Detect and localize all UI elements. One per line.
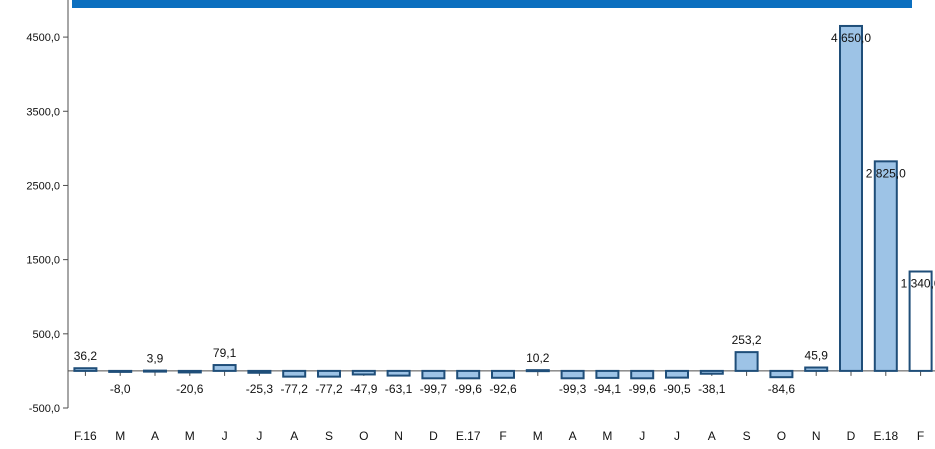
x-tick-label: O	[359, 429, 368, 443]
x-tick-label: N	[394, 429, 403, 443]
x-tick-label: J	[256, 429, 262, 443]
data-label: -25,3	[246, 382, 274, 396]
bar	[386, 369, 411, 377]
bar	[804, 366, 829, 372]
bar	[525, 369, 550, 373]
data-label: 79,1	[213, 346, 237, 360]
x-tick-label: J	[222, 429, 228, 443]
data-label: -99,6	[629, 382, 657, 396]
bar	[73, 367, 98, 372]
bar	[560, 369, 585, 380]
data-label: -99,6	[455, 382, 483, 396]
bar	[282, 369, 307, 378]
x-tick-label: A	[569, 429, 577, 443]
x-tick-label: N	[812, 429, 821, 443]
bars-group	[73, 24, 933, 380]
bar	[630, 369, 655, 380]
data-label: 10,2	[526, 351, 550, 365]
y-tick-label: 2500,0	[26, 180, 60, 192]
x-tick-label: E.18	[873, 429, 898, 443]
data-label: 45,9	[805, 349, 829, 363]
y-tick-label: 1500,0	[26, 255, 60, 267]
bar	[873, 160, 898, 372]
y-tick-label: 3500,0	[26, 106, 60, 118]
x-tick-label: F	[917, 429, 924, 443]
data-label: -20,6	[176, 382, 204, 396]
data-label: 4 650,0	[831, 31, 871, 45]
bar	[177, 369, 202, 374]
data-label: 253,2	[732, 333, 762, 347]
bar	[839, 24, 863, 372]
data-label: 1 340,0	[901, 277, 935, 291]
data-label: -77,2	[281, 382, 309, 396]
data-label: -94,1	[594, 382, 622, 396]
x-tick-label: J	[639, 429, 645, 443]
x-tick-label: M	[602, 429, 612, 443]
x-tick-label: F.16	[74, 429, 97, 443]
bar	[456, 369, 481, 380]
data-label: 2 825,0	[866, 166, 906, 180]
x-tick-label: A	[151, 429, 159, 443]
y-tick-label: 500,0	[32, 329, 60, 341]
x-tick-label: F	[499, 429, 506, 443]
x-tick-label: D	[847, 429, 856, 443]
data-label: -99,7	[420, 382, 448, 396]
bar	[143, 369, 167, 373]
data-label: 3,9	[147, 352, 164, 366]
data-label: -90,5	[663, 382, 691, 396]
data-label: -99,3	[559, 382, 587, 396]
bar	[317, 369, 341, 378]
data-label: -77,2	[315, 382, 343, 396]
bar	[665, 369, 689, 379]
category-labels-group: F.16 M A M J J A S O N D E.17 F M A M J J A S O N D E.18 F	[74, 429, 924, 443]
x-tick-label: E.17	[456, 429, 481, 443]
data-label: -63,1	[385, 382, 413, 396]
bar	[351, 369, 376, 376]
data-labels-group: 36,2 -8,0 3,9 -20,6 79,1 -25,3 -77,2 -77,2 -47,9…	[74, 31, 935, 396]
x-tick-label: D	[429, 429, 438, 443]
data-label: -84,6	[768, 382, 796, 396]
x-tick-label: S	[325, 429, 333, 443]
header-rule-group	[72, 0, 912, 8]
x-tick-label: O	[777, 429, 786, 443]
y-tick-label: 4500,0	[26, 32, 60, 44]
data-label: 36,2	[74, 349, 98, 363]
data-label: -92,6	[489, 382, 517, 396]
x-tick-label: M	[533, 429, 543, 443]
x-tick-label: M	[185, 429, 195, 443]
bar	[699, 369, 724, 375]
bar	[421, 369, 446, 380]
header-rule	[72, 0, 912, 8]
bar	[247, 369, 272, 374]
x-tick-label: A	[290, 429, 298, 443]
x-tick-label: A	[708, 429, 716, 443]
y-tick-label: -500,0	[29, 403, 60, 415]
bar	[491, 369, 515, 379]
data-label: -38,1	[698, 382, 726, 396]
bar	[908, 270, 933, 372]
x-tick-label: M	[115, 429, 125, 443]
bar	[595, 369, 620, 379]
data-label: -47,9	[350, 382, 378, 396]
x-tick-label: S	[743, 429, 751, 443]
bar	[769, 369, 794, 379]
bar	[212, 364, 237, 372]
x-tick-label: J	[674, 429, 680, 443]
data-label: -8,0	[110, 382, 131, 396]
bar	[108, 369, 133, 373]
bar	[734, 351, 759, 372]
